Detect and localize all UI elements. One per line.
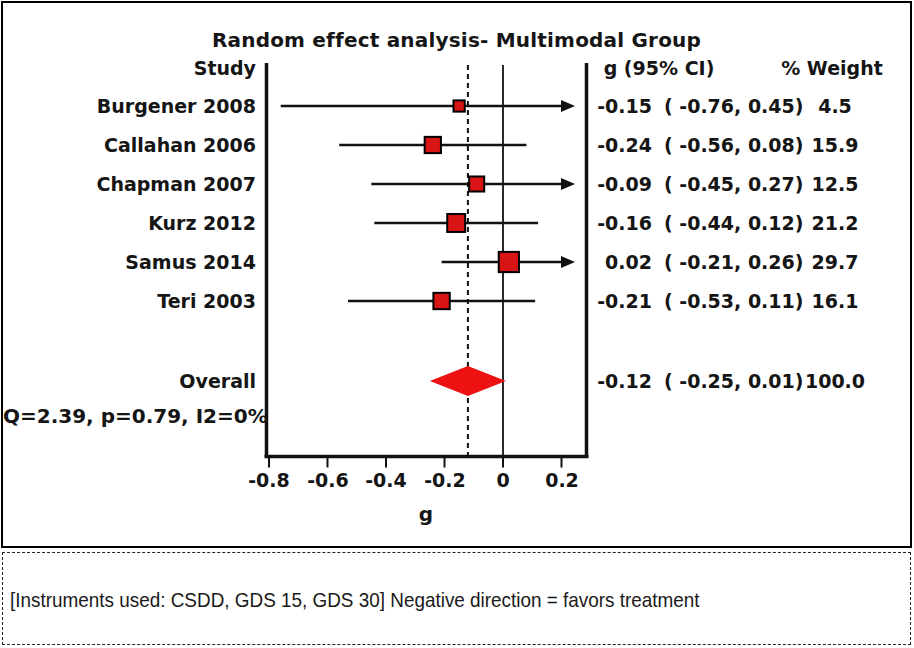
effect-value: 0.02( -0.21, 0.26) — [591, 249, 766, 275]
study-label: Samus 2014 — [3, 249, 256, 275]
effect-estimate: -0.16 — [591, 210, 652, 236]
effect-value: -0.24( -0.56, 0.08) — [591, 132, 766, 158]
study-label: Burgener 2008 — [3, 93, 256, 119]
study-label: Teri 2003 — [3, 288, 256, 314]
weight-value: 15.9 — [793, 132, 877, 158]
heterogeneity-stats: Q=2.39, p=0.79, I2=0% — [3, 404, 254, 428]
column-header-weight: % Weight — [770, 55, 894, 81]
weight-value: 16.1 — [793, 288, 877, 314]
forest-plot-figure: Random effect analysis- Multimodal Group… — [0, 0, 914, 648]
effect-estimate: -0.09 — [591, 171, 652, 197]
effect-ci: ( -0.25, 0.01) — [664, 370, 803, 392]
effect-value: -0.16( -0.44, 0.12) — [591, 210, 766, 236]
effect-value: -0.09( -0.45, 0.27) — [591, 171, 766, 197]
effect-ci: ( -0.21, 0.26) — [664, 251, 803, 273]
effect-estimate: -0.12 — [591, 368, 652, 394]
study-label: Callahan 2006 — [3, 132, 256, 158]
effect-estimate: 0.02 — [591, 249, 652, 275]
column-header-study: Study — [3, 55, 256, 81]
study-label: Kurz 2012 — [3, 210, 256, 236]
chart-title: Random effect analysis- Multimodal Group — [3, 28, 910, 52]
weight-value: 4.5 — [793, 93, 877, 119]
weight-value: 21.2 — [793, 210, 877, 236]
effect-ci: ( -0.56, 0.08) — [664, 134, 803, 156]
note-panel: [Instruments used: CSDD, GDS 15, GDS 30]… — [2, 552, 911, 645]
overall-weight-value: 100.0 — [793, 368, 877, 394]
effect-ci: ( -0.45, 0.27) — [664, 173, 803, 195]
x-tick-label: 0.2 — [527, 469, 597, 491]
effect-estimate: -0.24 — [591, 132, 652, 158]
effect-estimate: -0.15 — [591, 93, 652, 119]
overall-effect-value: -0.12( -0.25, 0.01) — [591, 368, 766, 394]
weight-value: 12.5 — [793, 171, 877, 197]
effect-ci: ( -0.76, 0.45) — [664, 95, 803, 117]
overall-label: Overall — [3, 368, 256, 394]
effect-value: -0.15( -0.76, 0.45) — [591, 93, 766, 119]
weight-value: 29.7 — [793, 249, 877, 275]
effect-ci: ( -0.44, 0.12) — [664, 212, 803, 234]
note-text: [Instruments used: CSDD, GDS 15, GDS 30]… — [10, 588, 700, 612]
column-header-effect: g (95% CI) — [589, 55, 729, 81]
effect-ci: ( -0.53, 0.11) — [664, 290, 803, 312]
effect-value: -0.21( -0.53, 0.11) — [591, 288, 766, 314]
forest-plot-panel: Random effect analysis- Multimodal Group… — [1, 1, 912, 548]
x-axis-label: g — [394, 502, 458, 526]
study-label: Chapman 2007 — [3, 171, 256, 197]
effect-estimate: -0.21 — [591, 288, 652, 314]
